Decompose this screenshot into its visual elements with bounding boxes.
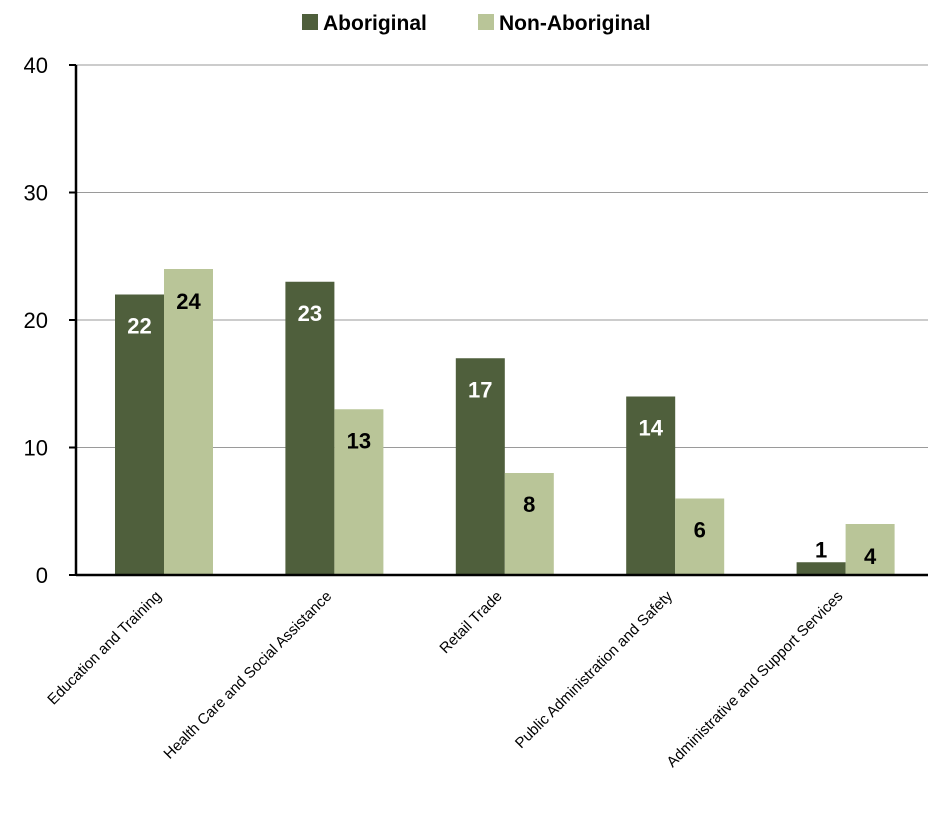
bar (675, 498, 725, 575)
x-tick-label: Education and Training (44, 588, 165, 709)
data-label: 8 (523, 492, 535, 517)
bar (845, 524, 895, 575)
data-label: 24 (176, 289, 201, 314)
bar (285, 281, 335, 575)
bar (115, 294, 164, 575)
legend-swatch (478, 14, 494, 30)
x-tick-label: Retail Trade (436, 588, 505, 657)
bar (504, 473, 554, 575)
data-label: 4 (864, 544, 877, 569)
data-label: 6 (694, 518, 706, 543)
y-tick-label: 10 (24, 436, 48, 461)
bar (626, 396, 676, 575)
bar (455, 358, 505, 575)
y-tick-label: 20 (24, 308, 48, 333)
data-label: 14 (638, 416, 663, 441)
chart-legend: Aboriginal Non-Aboriginal (302, 12, 651, 35)
axes (69, 64, 928, 577)
legend-label: Non-Aboriginal (499, 12, 651, 35)
y-tick-label: 40 (24, 53, 48, 78)
legend-label: Aboriginal (323, 12, 427, 35)
x-tick-label: Health Care and Social Assistance (160, 588, 335, 763)
x-tick-label: Public Administration and Safety (512, 587, 676, 751)
bar (334, 409, 384, 575)
y-tick-label: 0 (36, 563, 48, 588)
data-label: 1 (815, 537, 827, 562)
legend-swatch (302, 14, 318, 30)
data-label: 23 (298, 301, 322, 326)
y-axis-ticks: 0 10 20 30 40 (24, 53, 48, 588)
data-label: 13 (347, 428, 371, 453)
x-tick-label: Administrative and Support Services (663, 588, 846, 771)
bar (796, 562, 846, 575)
data-label: 17 (468, 377, 492, 402)
data-label: 22 (127, 314, 151, 339)
bar (164, 269, 213, 575)
y-tick-label: 30 (24, 181, 48, 206)
